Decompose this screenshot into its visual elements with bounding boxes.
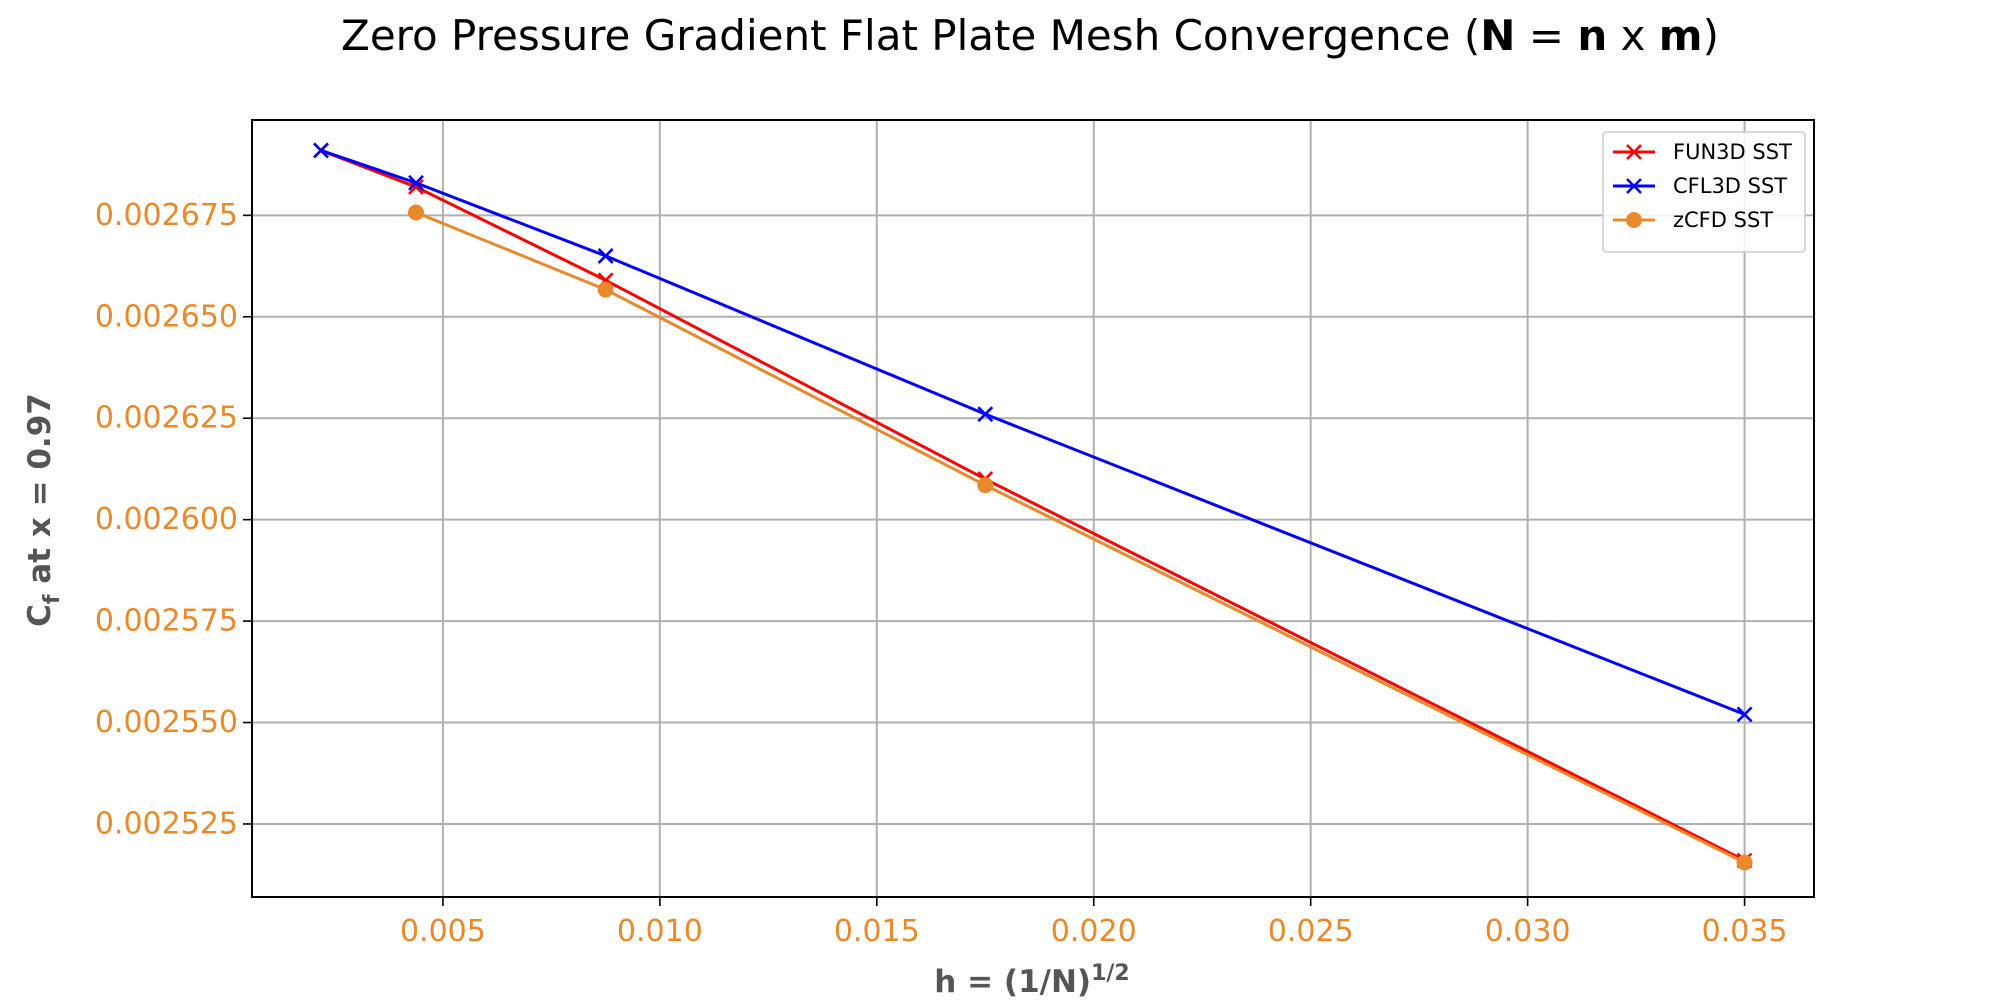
data-point-zcfd-sst — [1736, 854, 1753, 871]
y-tick-label: 0.002625 — [95, 401, 238, 436]
data-point-cfl3d-sst — [313, 142, 329, 159]
y-tick-label: 0.002550 — [95, 705, 238, 740]
legend-label: FUN3D SST — [1673, 140, 1792, 164]
marker-stroke — [1736, 706, 1753, 723]
y-axis-label-base: C — [22, 604, 58, 627]
series-line-fun3d-sst — [320, 149, 1746, 862]
series-layer — [313, 142, 1753, 871]
data-point-cfl3d-sst — [977, 406, 994, 423]
legend-swatch-marker — [1626, 144, 1642, 160]
y-axis-label-group: Cf at x = 0.97 — [22, 393, 65, 627]
chart-title-suffix: ) — [1703, 11, 1719, 60]
legend-label: zCFD SST — [1673, 208, 1773, 232]
legend-swatch-marker — [1626, 212, 1642, 228]
grid-lines — [252, 120, 1814, 897]
data-point-cfl3d-sst — [1736, 706, 1753, 723]
x-tick-label: 0.035 — [1702, 914, 1788, 949]
y-tick-label: 0.002525 — [95, 806, 238, 841]
y-axis-label: Cf at x = 0.97 — [22, 393, 65, 627]
x-tick-label: 0.020 — [1051, 914, 1137, 949]
y-tick-label: 0.002650 — [95, 299, 238, 334]
chart-title-eq: = — [1515, 11, 1577, 60]
chart-title-N: N — [1480, 11, 1515, 60]
marker-stroke — [977, 406, 994, 423]
x-tick-label: 0.025 — [1268, 914, 1354, 949]
x-tick-label: 0.005 — [400, 914, 486, 949]
series-zcfd-sst — [408, 204, 1753, 871]
data-point-cfl3d-sst — [597, 248, 614, 264]
marker-stroke — [1626, 144, 1642, 160]
x-axis-label-sup: 1/2 — [1091, 961, 1130, 986]
legend-swatch-marker — [1626, 178, 1642, 194]
legend-item-fun3d-sst: FUN3D SST — [1613, 140, 1792, 164]
x-tick-label: 0.030 — [1485, 914, 1571, 949]
marker-stroke — [1626, 178, 1642, 194]
series-line-zcfd-sst — [415, 211, 1746, 864]
axis-ticks: 0.005 0.010 0.015 0.020 0.025 0.030 0.035 0.002… — [95, 198, 1788, 949]
x-axis-label-base: h = (1/N) — [934, 964, 1091, 1000]
series-line-cfl3d-sst — [320, 149, 1746, 716]
y-tick-label: 0.002675 — [95, 198, 238, 233]
marker-stroke — [408, 174, 424, 191]
chart-title-x: x — [1607, 11, 1659, 60]
legend-item-zcfd-sst: zCFD SST — [1613, 208, 1773, 232]
x-tick-label: 0.010 — [617, 914, 703, 949]
data-point-cfl3d-sst — [408, 174, 424, 191]
x-axis-label: h = (1/N)1/2 — [934, 961, 1129, 1000]
y-axis-label-rest: at x = 0.97 — [22, 393, 58, 594]
y-axis-label-sub: f — [40, 594, 65, 604]
marker-stroke — [408, 179, 424, 195]
data-point-zcfd-sst — [597, 281, 614, 298]
legend: FUN3D SST CFL3D SST zCFD SST — [1602, 131, 1806, 253]
series-cfl3d-sst — [313, 142, 1753, 723]
legend-label: CFL3D SST — [1673, 174, 1787, 198]
marker-stroke — [597, 248, 614, 264]
marker-stroke — [313, 142, 329, 159]
chart-title-n: n — [1577, 11, 1607, 60]
legend-item-cfl3d-sst: CFL3D SST — [1613, 174, 1787, 198]
y-tick-label: 0.002575 — [95, 604, 238, 639]
chart-title: Zero Pressure Gradient Flat Plate Mesh C… — [341, 11, 1719, 60]
data-point-zcfd-sst — [408, 204, 425, 221]
legend-box — [1602, 131, 1806, 253]
y-tick-label: 0.002600 — [95, 502, 238, 537]
plot-frame — [251, 119, 1815, 898]
x-tick-label: 0.015 — [834, 914, 920, 949]
data-point-zcfd-sst — [977, 477, 994, 494]
chart-title-m: m — [1659, 11, 1703, 60]
chart-title-prefix: Zero Pressure Gradient Flat Plate Mesh C… — [341, 11, 1480, 60]
